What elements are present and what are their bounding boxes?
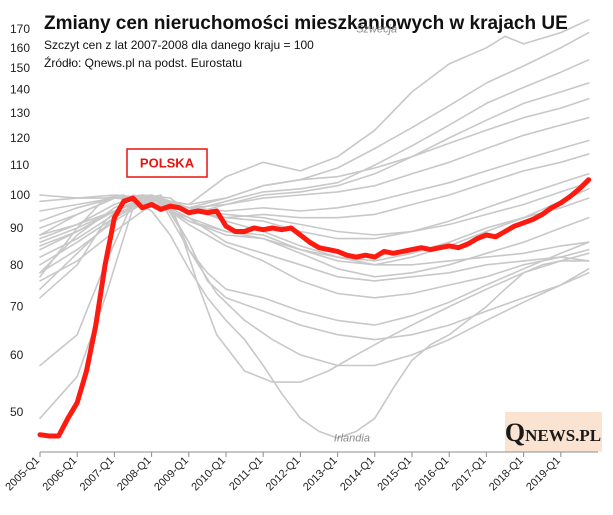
title-box: [0, 0, 300, 76]
series-line-country-7: [39, 97, 590, 236]
y-tick-label: 130: [10, 106, 30, 120]
series-line-country-22: [39, 203, 590, 282]
x-tick-label: 2008-Q1: [115, 455, 154, 494]
chart-subtitle: Szczyt cen z lat 2007-2008 dla danego kr…: [44, 38, 314, 52]
y-tick-label: 140: [10, 83, 30, 97]
logo-q: Q: [505, 418, 525, 447]
x-tick-label: 2006-Q1: [41, 455, 80, 494]
annotation-szwecja: Szwecja: [356, 24, 397, 36]
series-line-polska: [37, 177, 592, 439]
y-tick-label: 150: [10, 61, 30, 75]
y-tick-label: 110: [10, 158, 29, 172]
x-tick-label: 2015-Q1: [375, 455, 414, 494]
annotations: Szwecja Irlandia: [334, 24, 397, 445]
y-tick-label: 70: [10, 300, 24, 314]
x-tick-label: 2013-Q1: [301, 455, 340, 494]
chart-title: Zmiany cen nieruchomości mieszkaniowych …: [44, 13, 568, 34]
x-tick-label: 2014-Q1: [338, 455, 377, 494]
polska-label-box: [126, 148, 208, 178]
y-tick-label: 90: [10, 221, 24, 235]
annotation-irlandia: Irlandia: [334, 433, 370, 445]
y-tick-label: 160: [10, 41, 30, 55]
y-tick-label: 120: [10, 131, 30, 145]
x-tick-label: 2016-Q1: [413, 455, 452, 494]
series-line-country-8: [39, 116, 590, 258]
y-tick-label: 60: [10, 348, 24, 362]
series-line-irlandia: [39, 194, 590, 439]
x-tick-label: 2009-Q1: [152, 455, 191, 494]
logo-rest: NEWS.PL: [525, 426, 601, 445]
y-tick-label: 50: [10, 405, 24, 419]
series-line-country-18: [39, 194, 590, 326]
series-layer: [37, 18, 592, 439]
logo-box: [505, 412, 602, 452]
y-tick-label: 100: [10, 188, 30, 202]
logo-text: QNEWS.PL: [505, 418, 601, 447]
series-line-country-19: [39, 194, 590, 367]
x-tick-label: 2017-Q1: [450, 455, 489, 494]
x-tick-label: 2007-Q1: [78, 455, 117, 494]
polska-label: POLSKA: [140, 156, 195, 171]
logo: QNEWS.PL: [505, 412, 602, 452]
x-tick-label: 2010-Q1: [189, 455, 228, 494]
chart-source: Źródło: Qnews.pl na podst. Eurostatu: [44, 55, 242, 70]
y-tick-label: 80: [10, 258, 24, 272]
x-tick-label: 2011-Q1: [227, 455, 265, 493]
x-tick-label: 2012-Q1: [264, 455, 303, 494]
y-tick-label: 170: [10, 22, 30, 36]
x-tick-label: 2018-Q1: [487, 455, 526, 494]
x-tick-label: 2005-Q1: [3, 455, 42, 494]
x-tick-label: 2019-Q1: [524, 455, 563, 494]
